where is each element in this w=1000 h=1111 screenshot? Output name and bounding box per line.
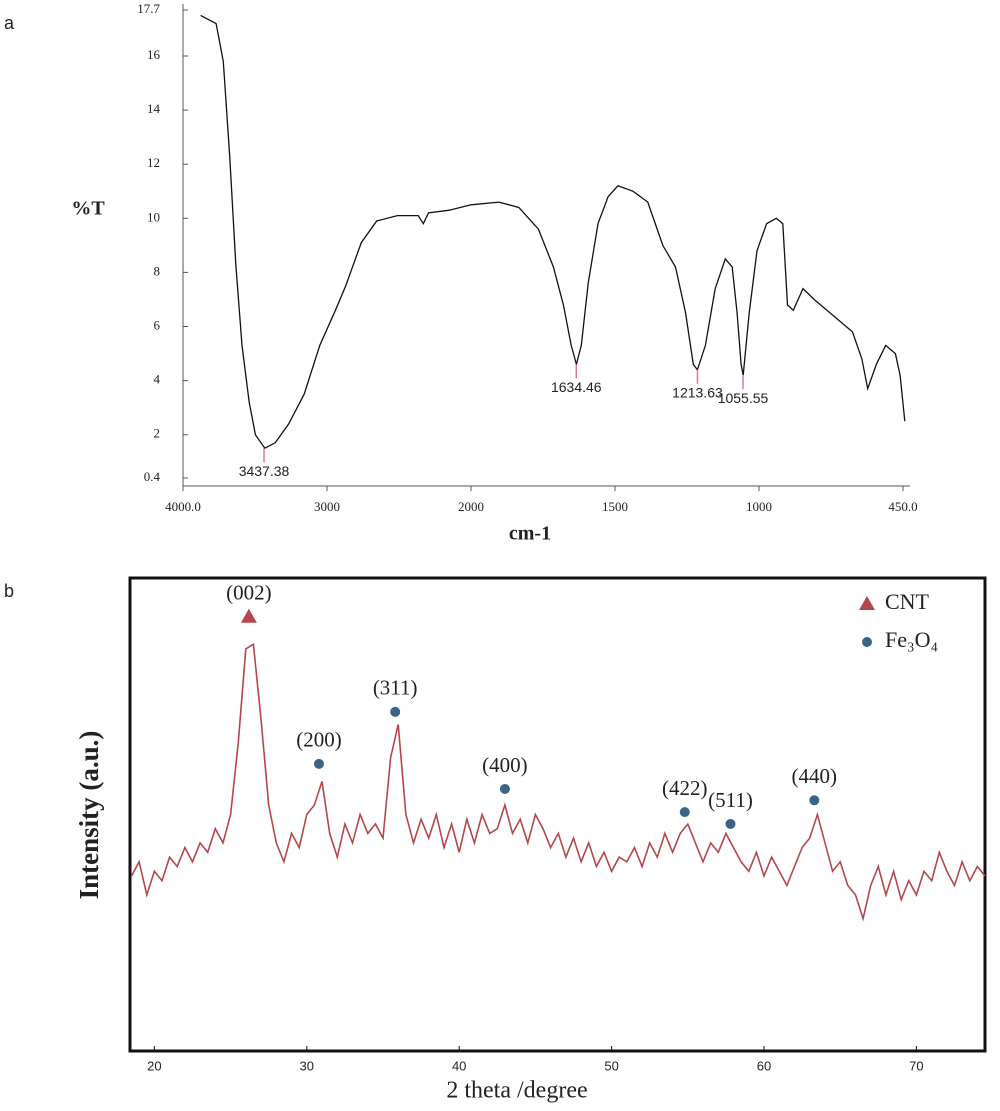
x-tick-label: 20	[147, 1058, 161, 1073]
peak-label: (440)	[792, 764, 838, 788]
peak-label: (200)	[296, 728, 342, 752]
phase-marker	[809, 795, 820, 806]
x-tick-label: 2000	[458, 499, 484, 514]
plot-frame	[128, 576, 987, 1053]
x-axis-title: 2 theta /degree	[446, 1078, 587, 1104]
x-tick-label: 60	[757, 1058, 771, 1073]
peak-label: 1213.63	[672, 384, 723, 400]
y-tick-label: 6	[154, 317, 161, 332]
legend-label: CNT	[885, 589, 930, 614]
y-tick-label: 4	[154, 372, 161, 387]
peak-label: (311)	[373, 676, 418, 700]
y-axis-title: %T	[71, 198, 105, 220]
panel-label: b	[4, 581, 14, 601]
x-axis-title: cm-1	[509, 523, 551, 545]
x-tick-label: 40	[452, 1058, 466, 1073]
phase-marker	[390, 706, 401, 717]
y-axis-title: Intensity (a.u.)	[74, 731, 104, 900]
y-tick-label: 16	[147, 47, 161, 62]
peak-label: 3437.38	[239, 463, 290, 479]
spectrum-line	[200, 14, 906, 450]
peak-label: 1634.46	[551, 379, 602, 395]
peak-label: (422)	[662, 776, 708, 800]
x-tick-label: 1500	[602, 499, 628, 514]
legend-label: Fe₃O₄	[885, 627, 938, 652]
phase-marker	[240, 608, 257, 623]
y-tick-label: 12	[147, 155, 160, 170]
x-tick-label: 70	[909, 1058, 923, 1073]
y-tick-label: 0.4	[144, 469, 161, 484]
phase-marker	[859, 596, 875, 610]
phase-marker	[313, 758, 324, 769]
y-tick-label: 2	[154, 426, 161, 441]
phase-marker	[862, 637, 872, 647]
peak-label: (400)	[482, 753, 528, 777]
peak-label: (002)	[226, 581, 272, 605]
x-tick-label: 1000	[746, 499, 772, 514]
x-tick-label: 3000	[314, 499, 340, 514]
y-tick-label: 17.7	[137, 1, 160, 16]
x-tick-label: 30	[300, 1058, 314, 1073]
y-tick-label: 10	[147, 209, 160, 224]
phase-marker	[679, 807, 690, 818]
panel-label: a	[4, 13, 15, 33]
y-tick-label: 8	[154, 263, 161, 278]
x-tick-label: 450.0	[888, 499, 917, 514]
xrd-line	[130, 642, 986, 922]
peak-label: (511)	[708, 788, 753, 812]
phase-marker	[499, 783, 510, 794]
phase-marker	[725, 818, 736, 829]
x-tick-label: 50	[604, 1058, 618, 1073]
peak-label: 1055.55	[718, 390, 769, 406]
y-tick-label: 14	[147, 101, 161, 116]
x-tick-label: 4000.0	[165, 499, 201, 514]
